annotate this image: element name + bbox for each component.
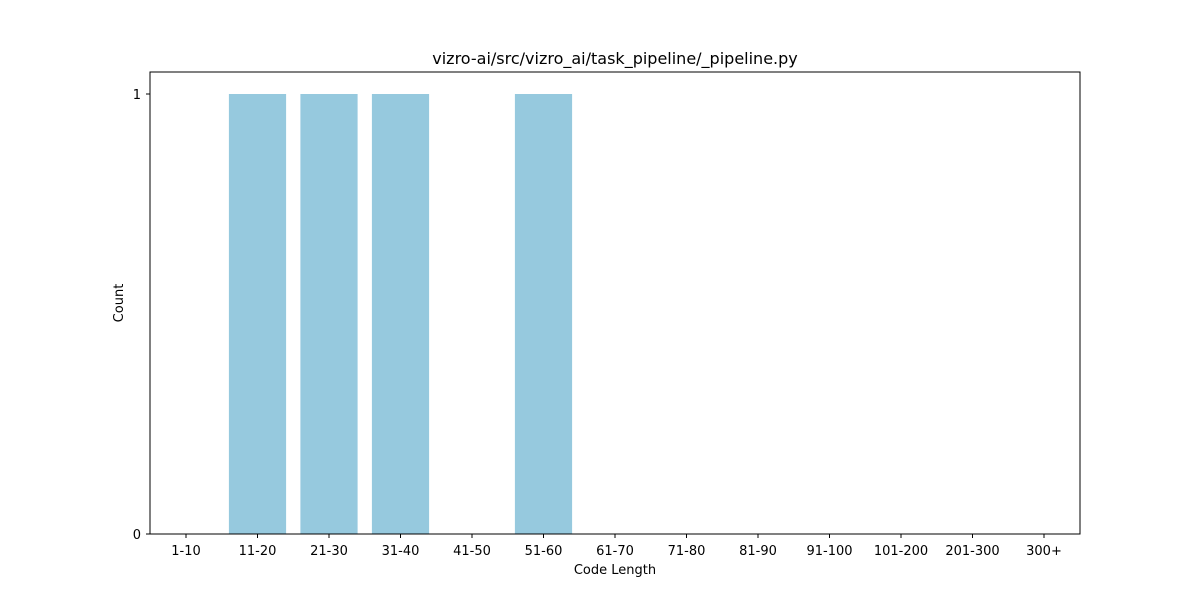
plot-frame: [149, 71, 1081, 535]
y-axis-label: Count: [112, 284, 127, 323]
x-tick-label: 201-300: [945, 544, 999, 559]
y-tick-label: 1: [133, 88, 141, 103]
bar-31-40: [371, 94, 430, 534]
x-tick-label: 51-60: [525, 544, 563, 559]
x-tick-label: 31-40: [382, 544, 420, 559]
bar-51-60: [514, 94, 573, 534]
y-tick-label: 0: [133, 528, 141, 543]
x-tick-label: 91-100: [806, 544, 852, 559]
x-tick-label: 61-70: [596, 544, 634, 559]
x-tick-label: 300+: [1026, 544, 1062, 559]
x-tick-label: 11-20: [239, 544, 277, 559]
bar-11-20: [228, 94, 287, 534]
x-tick-label: 1-10: [171, 544, 201, 559]
x-axis-label: Code Length: [574, 563, 656, 578]
y-axis-ticks: 01: [133, 88, 150, 543]
x-tick-label: 21-30: [310, 544, 348, 559]
bars-group: [228, 94, 573, 534]
x-tick-label: 101-200: [874, 544, 928, 559]
bar-21-30: [300, 94, 358, 534]
x-tick-label: 41-50: [453, 544, 491, 559]
chart-title: vizro-ai/src/vizro_ai/task_pipeline/_pip…: [432, 49, 798, 69]
x-axis-ticks: 1-10 11-20 21-30 31-40 41-50 51-60 61-70 71-80 8…: [171, 534, 1062, 559]
x-tick-label: 81-90: [739, 544, 777, 559]
x-tick-label: 71-80: [668, 544, 706, 559]
